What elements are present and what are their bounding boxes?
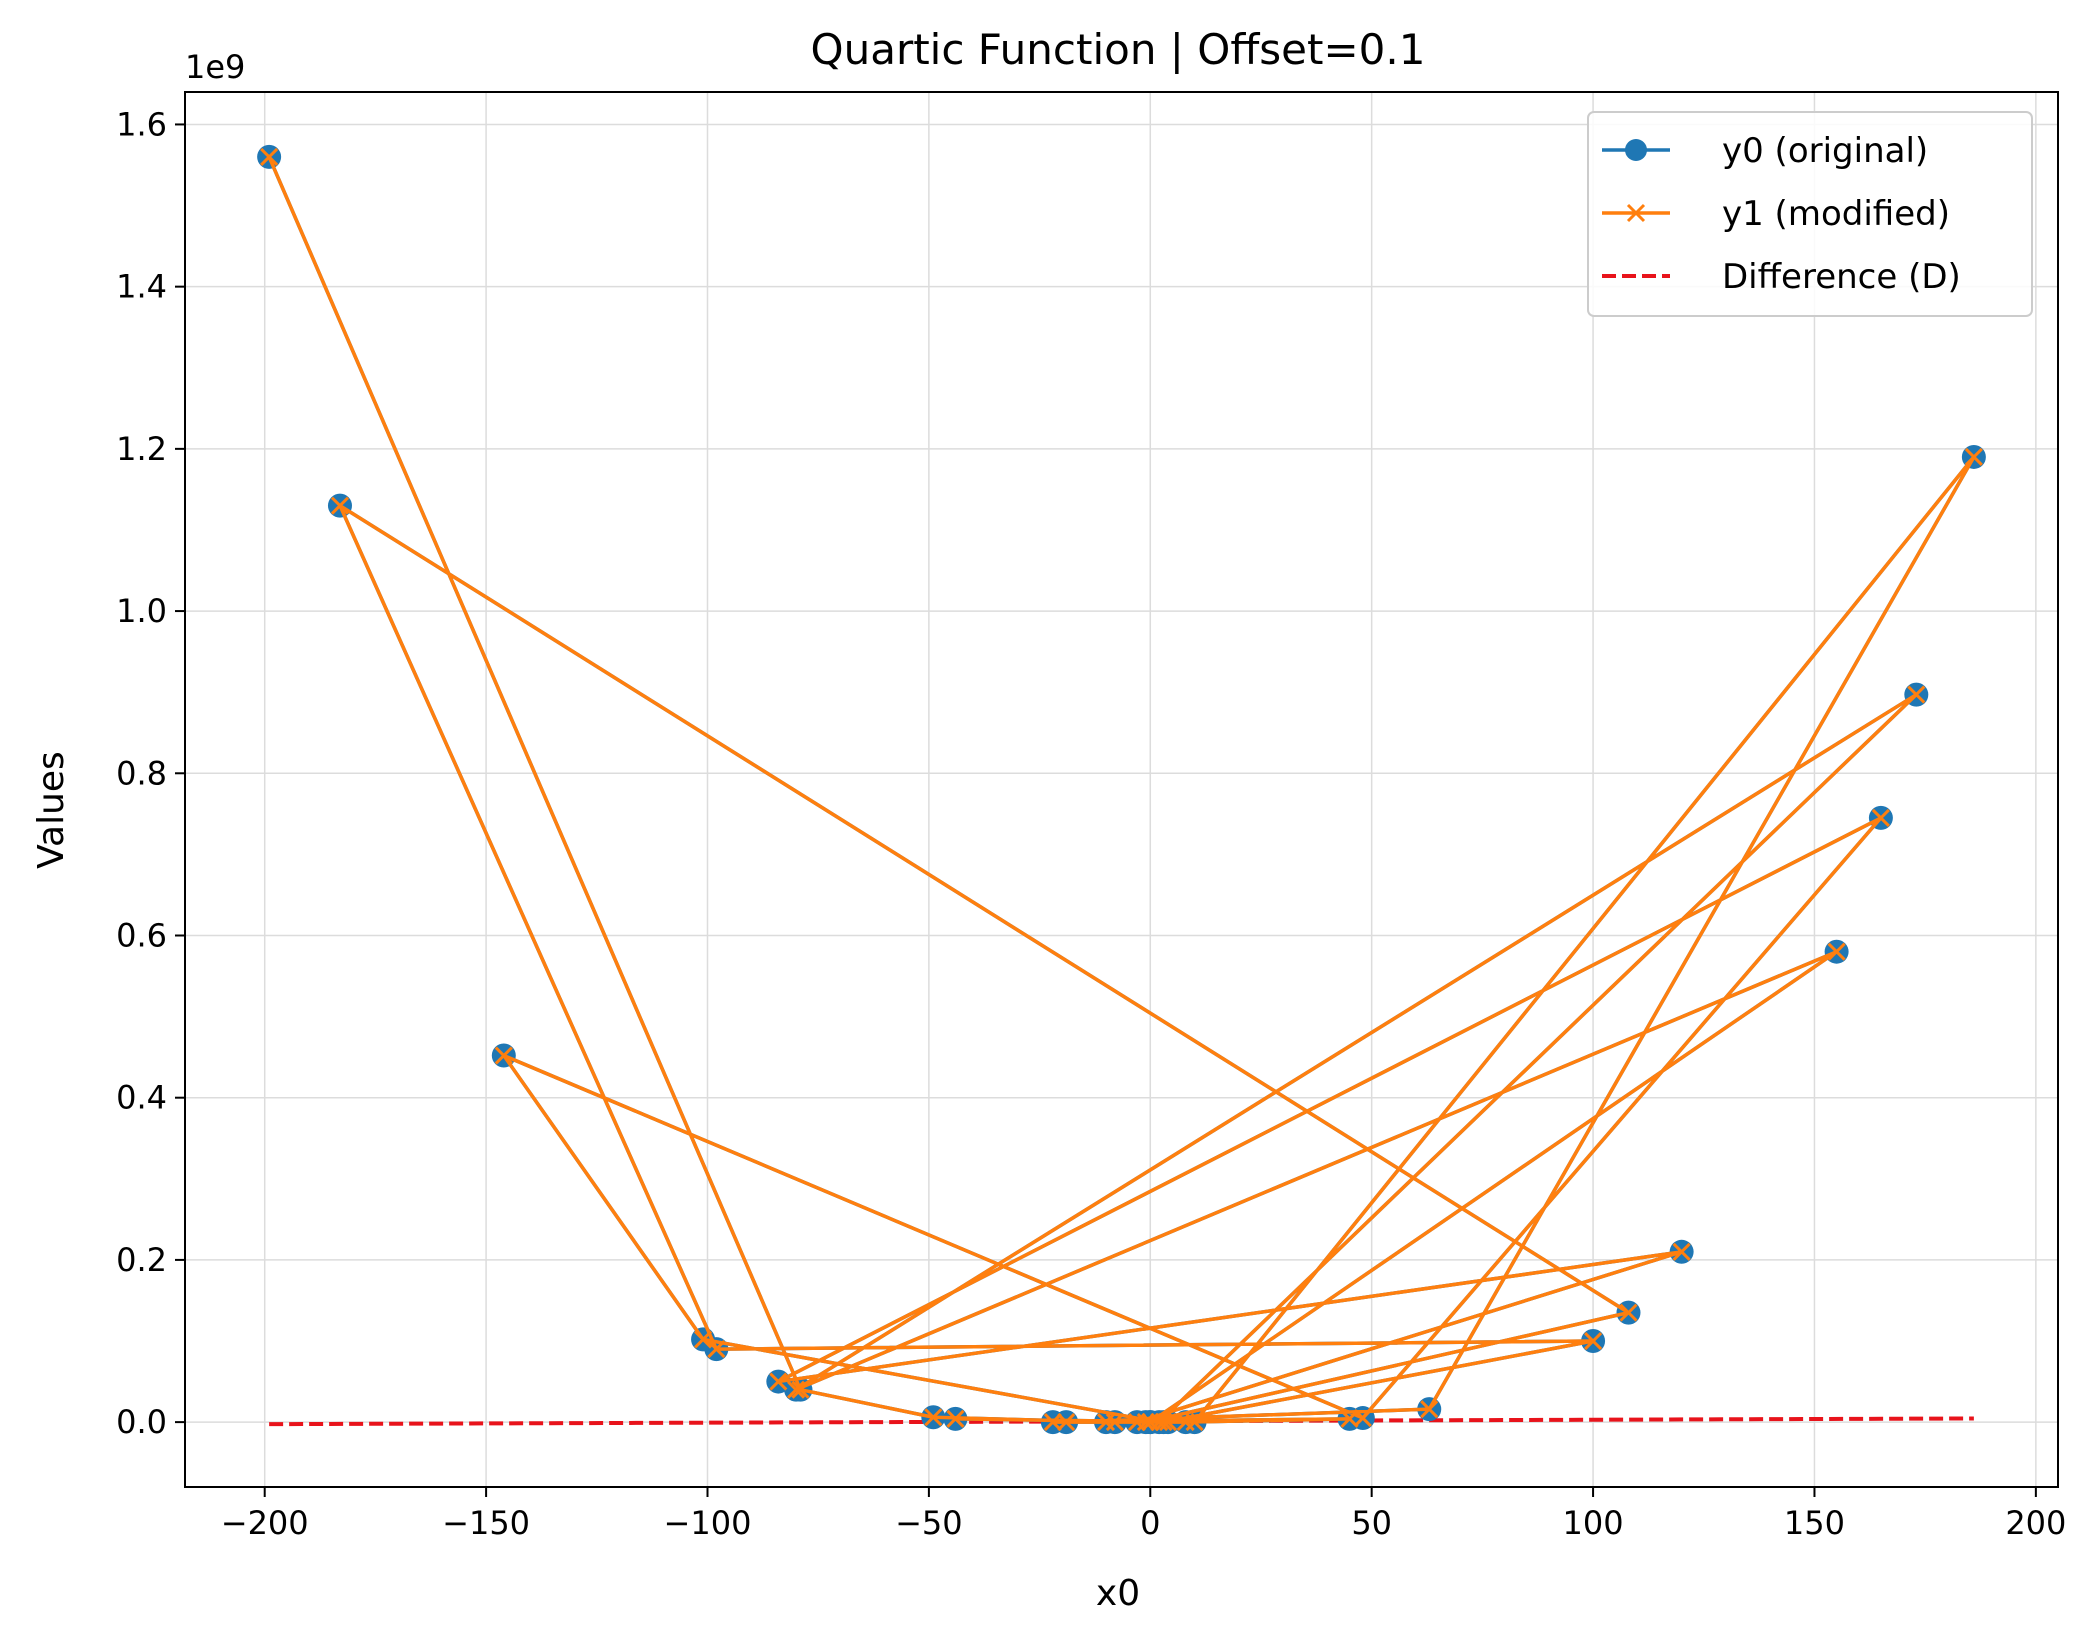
x-tick-label: −200: [221, 1504, 309, 1542]
x-tick-label: 150: [1784, 1504, 1845, 1542]
point-y1: [330, 496, 350, 515]
point-y1: [1420, 1400, 1439, 1419]
y-tick-label: 1.4: [116, 268, 167, 306]
legend-marker-y0: [1625, 139, 1647, 161]
y-tick-label: 1.0: [116, 592, 167, 630]
legend-frame: [1587, 111, 2033, 317]
x-tick-label: 100: [1563, 1504, 1624, 1542]
point-y1: [1827, 942, 1846, 961]
legend-label-y1: y1 (modified): [1722, 194, 1950, 234]
y-tick-label: 0.0: [116, 1403, 167, 1441]
point-y1: [1057, 1413, 1076, 1432]
ticks: −200 −150 −100 −50 0 50 100 150 200 0.0 0.2 0.4 0.6 0…: [116, 105, 2066, 1542]
x-tick-label: 200: [2005, 1504, 2066, 1542]
x-tick-label: −100: [664, 1504, 752, 1542]
point-y1: [791, 1380, 810, 1399]
legend-label-y0: y0 (original): [1722, 131, 1928, 171]
point-y1: [786, 1380, 806, 1399]
x-tick-label: −150: [442, 1504, 530, 1542]
point-y1: [1176, 1413, 1195, 1432]
legend: y0 (original) y1 (modified) Difference (D): [1587, 111, 2033, 317]
legend-label-difference: Difference (D): [1722, 257, 1961, 297]
y-tick-label: 0.6: [116, 916, 167, 954]
legend-marker-y1: [1626, 203, 1646, 223]
point-y1: [707, 1340, 726, 1359]
point-y1: [1043, 1413, 1062, 1432]
y-tick-label: 0.8: [116, 754, 167, 792]
point-y1: [1584, 1331, 1603, 1351]
point-y1: [1619, 1303, 1638, 1322]
point-y1: [694, 1330, 713, 1349]
plot-area: [257, 144, 1986, 1435]
point-y1: [769, 1372, 788, 1391]
point-y1: [1871, 808, 1890, 827]
point-y1: [260, 147, 279, 166]
point-y1: [1154, 1413, 1173, 1432]
axes-frame: [184, 91, 2059, 1488]
y-tick-label: 1.2: [116, 430, 167, 468]
x-tick-label: −50: [895, 1504, 963, 1542]
point-y1: [1127, 1413, 1147, 1432]
point-y1: [1907, 685, 1926, 704]
point-y1: [1672, 1242, 1691, 1261]
point-y1: [1141, 1413, 1160, 1432]
chart-title: Quartic Function | Offset=0.1: [811, 25, 1426, 74]
point-y1: [1340, 1409, 1359, 1428]
point-y1: [1964, 447, 1983, 467]
y-tick-label: 0.2: [116, 1241, 167, 1279]
y-axis-multiplier: 1e9: [185, 48, 245, 86]
x-tick-label: 0: [1140, 1504, 1160, 1542]
point-y1: [494, 1046, 513, 1065]
point-y1: [946, 1409, 965, 1428]
x-axis-label: x0: [1096, 1573, 1140, 1614]
y-tick-label: 0.4: [116, 1079, 167, 1117]
x-tick-label: 50: [1351, 1504, 1392, 1542]
y-axis-label: Values: [31, 751, 72, 869]
point-y1: [1158, 1413, 1178, 1432]
y-tick-label: 1.6: [116, 105, 167, 143]
point-y1: [1096, 1413, 1116, 1432]
point-y1: [924, 1408, 943, 1427]
